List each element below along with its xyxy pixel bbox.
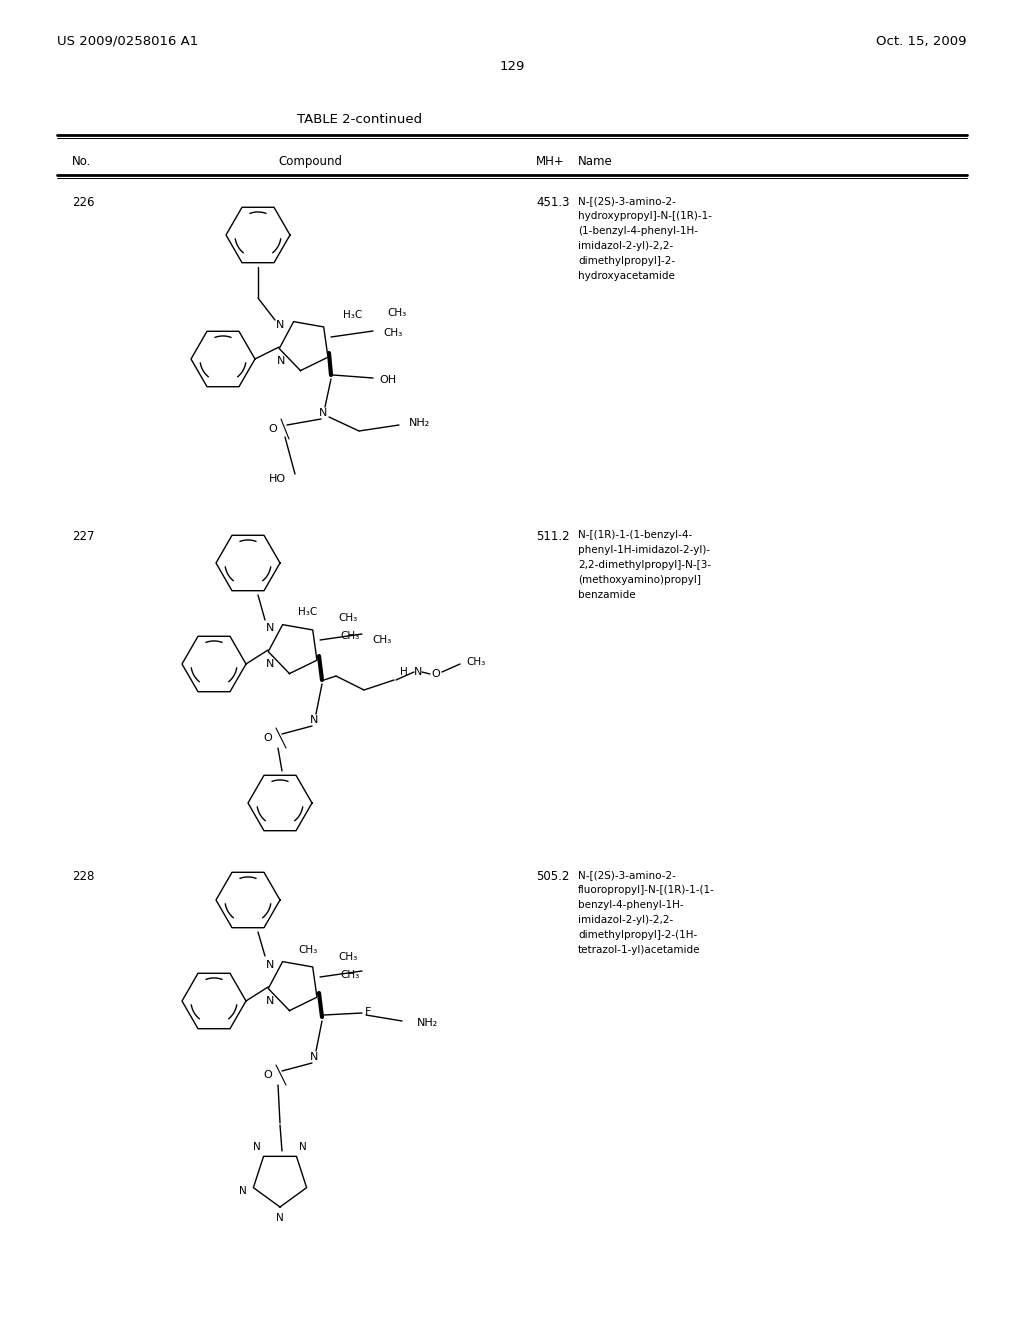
Text: N: N (310, 715, 318, 725)
Text: NH₂: NH₂ (417, 1018, 438, 1028)
Text: CH₃: CH₃ (338, 952, 357, 962)
Text: Compound: Compound (278, 154, 342, 168)
Text: Name: Name (578, 154, 612, 168)
Text: 505.2: 505.2 (536, 870, 569, 883)
Text: MH+: MH+ (536, 154, 565, 168)
Text: N: N (266, 997, 274, 1006)
Text: dimethylpropyl]-2-(1H-: dimethylpropyl]-2-(1H- (578, 931, 697, 940)
Text: H: H (400, 667, 408, 677)
Text: N: N (276, 356, 286, 366)
Text: 227: 227 (72, 531, 94, 543)
Text: CH₃: CH₃ (466, 657, 485, 667)
Text: tetrazol-1-yl)acetamide: tetrazol-1-yl)acetamide (578, 945, 700, 954)
Text: CH₃: CH₃ (383, 327, 402, 338)
Text: O: O (268, 424, 278, 434)
Text: benzamide: benzamide (578, 590, 636, 601)
Text: F: F (365, 1007, 371, 1016)
Text: N: N (266, 623, 274, 634)
Text: 226: 226 (72, 195, 94, 209)
Text: imidazol-2-yl)-2,2-: imidazol-2-yl)-2,2- (578, 242, 673, 251)
Text: CH₃: CH₃ (340, 970, 359, 979)
Text: N: N (239, 1187, 247, 1196)
Text: HO: HO (269, 474, 286, 484)
Text: O: O (263, 733, 272, 743)
Text: OH: OH (379, 375, 396, 385)
Text: N: N (276, 1213, 284, 1224)
Text: 451.3: 451.3 (536, 195, 569, 209)
Text: O: O (263, 1071, 272, 1080)
Text: US 2009/0258016 A1: US 2009/0258016 A1 (57, 36, 199, 48)
Text: hydroxypropyl]-N-[(1R)-1-: hydroxypropyl]-N-[(1R)-1- (578, 211, 712, 220)
Text: TABLE 2-continued: TABLE 2-continued (297, 114, 423, 125)
Text: Oct. 15, 2009: Oct. 15, 2009 (877, 36, 967, 48)
Text: 228: 228 (72, 870, 94, 883)
Text: CH₃: CH₃ (338, 612, 357, 623)
Text: imidazol-2-yl)-2,2-: imidazol-2-yl)-2,2- (578, 915, 673, 925)
Text: CH₃: CH₃ (340, 631, 359, 642)
Text: O: O (432, 669, 440, 678)
Text: No.: No. (72, 154, 91, 168)
Text: 511.2: 511.2 (536, 531, 569, 543)
Text: N: N (266, 960, 274, 970)
Text: (1-benzyl-4-phenyl-1H-: (1-benzyl-4-phenyl-1H- (578, 226, 698, 236)
Text: N: N (414, 667, 422, 677)
Text: phenyl-1H-imidazol-2-yl)-: phenyl-1H-imidazol-2-yl)- (578, 545, 710, 554)
Text: NH₂: NH₂ (409, 418, 430, 428)
Text: (methoxyamino)propyl]: (methoxyamino)propyl] (578, 576, 701, 585)
Text: CH₃: CH₃ (387, 308, 407, 318)
Text: N: N (266, 659, 274, 669)
Text: N: N (318, 408, 328, 418)
Text: N: N (310, 1052, 318, 1063)
Text: hydroxyacetamide: hydroxyacetamide (578, 271, 675, 281)
Text: H₃C: H₃C (343, 310, 362, 319)
Text: H₃C: H₃C (298, 607, 317, 616)
Text: 129: 129 (500, 59, 524, 73)
Text: N-[(2S)-3-amino-2-: N-[(2S)-3-amino-2- (578, 195, 676, 206)
Text: N-[(1R)-1-(1-benzyl-4-: N-[(1R)-1-(1-benzyl-4- (578, 531, 692, 540)
Text: 2,2-dimethylpropyl]-N-[3-: 2,2-dimethylpropyl]-N-[3- (578, 560, 711, 570)
Text: N-[(2S)-3-amino-2-: N-[(2S)-3-amino-2- (578, 870, 676, 880)
Text: CH₃: CH₃ (372, 635, 391, 645)
Text: fluoropropyl]-N-[(1R)-1-(1-: fluoropropyl]-N-[(1R)-1-(1- (578, 884, 715, 895)
Text: benzyl-4-phenyl-1H-: benzyl-4-phenyl-1H- (578, 900, 684, 909)
Text: N: N (299, 1142, 307, 1152)
Text: N: N (253, 1142, 261, 1152)
Text: N: N (275, 319, 285, 330)
Text: dimethylpropyl]-2-: dimethylpropyl]-2- (578, 256, 675, 267)
Text: CH₃: CH₃ (298, 945, 317, 954)
